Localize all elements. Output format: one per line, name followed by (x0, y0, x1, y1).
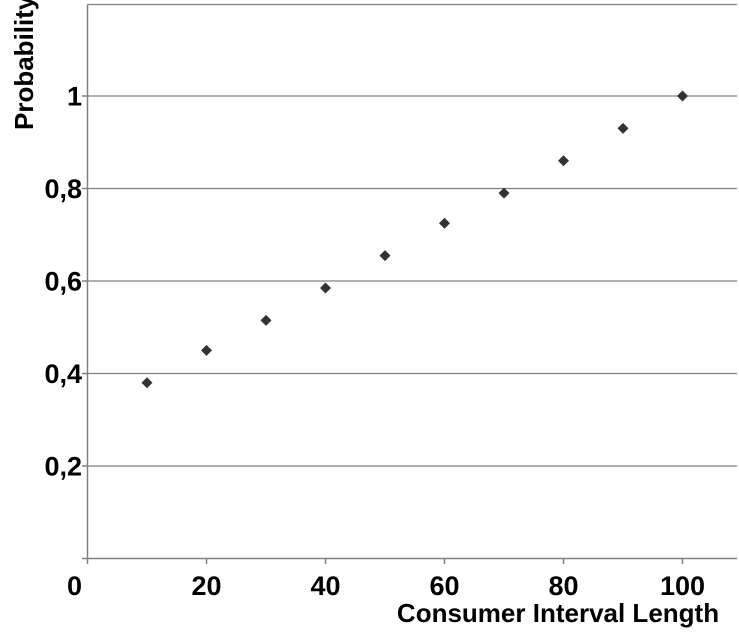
y-tick-label: 0,4 (44, 359, 82, 389)
data-point (320, 282, 331, 294)
data-point (201, 344, 212, 356)
x-tick-label: 20 (191, 571, 221, 601)
plot-generated-layer: 0,2 0,4 0,6 0,8 1 0 20 40 60 80 100 (44, 3, 737, 601)
data-point (498, 187, 510, 199)
x-tick-label: 80 (548, 571, 578, 601)
y-tick-label: 0,8 (44, 174, 82, 204)
data-point (677, 90, 688, 102)
data-point (379, 250, 391, 262)
y-tick-label: 0,6 (44, 267, 82, 297)
data-point (439, 217, 450, 229)
data-point (558, 155, 569, 167)
x-axis-title: Consumer Interval Length (397, 598, 719, 628)
x-tick-label: 60 (429, 571, 459, 601)
x-tick-label: 0 (67, 571, 82, 601)
x-tick-label: 40 (310, 571, 340, 601)
x-tick-label: 100 (660, 571, 705, 601)
data-point (617, 122, 629, 134)
y-tick-label: 0,2 (44, 452, 82, 482)
y-axis-title: Probability (9, 0, 39, 130)
data-point (260, 314, 272, 326)
data-point (141, 377, 153, 389)
y-tick-label: 1 (67, 82, 82, 112)
